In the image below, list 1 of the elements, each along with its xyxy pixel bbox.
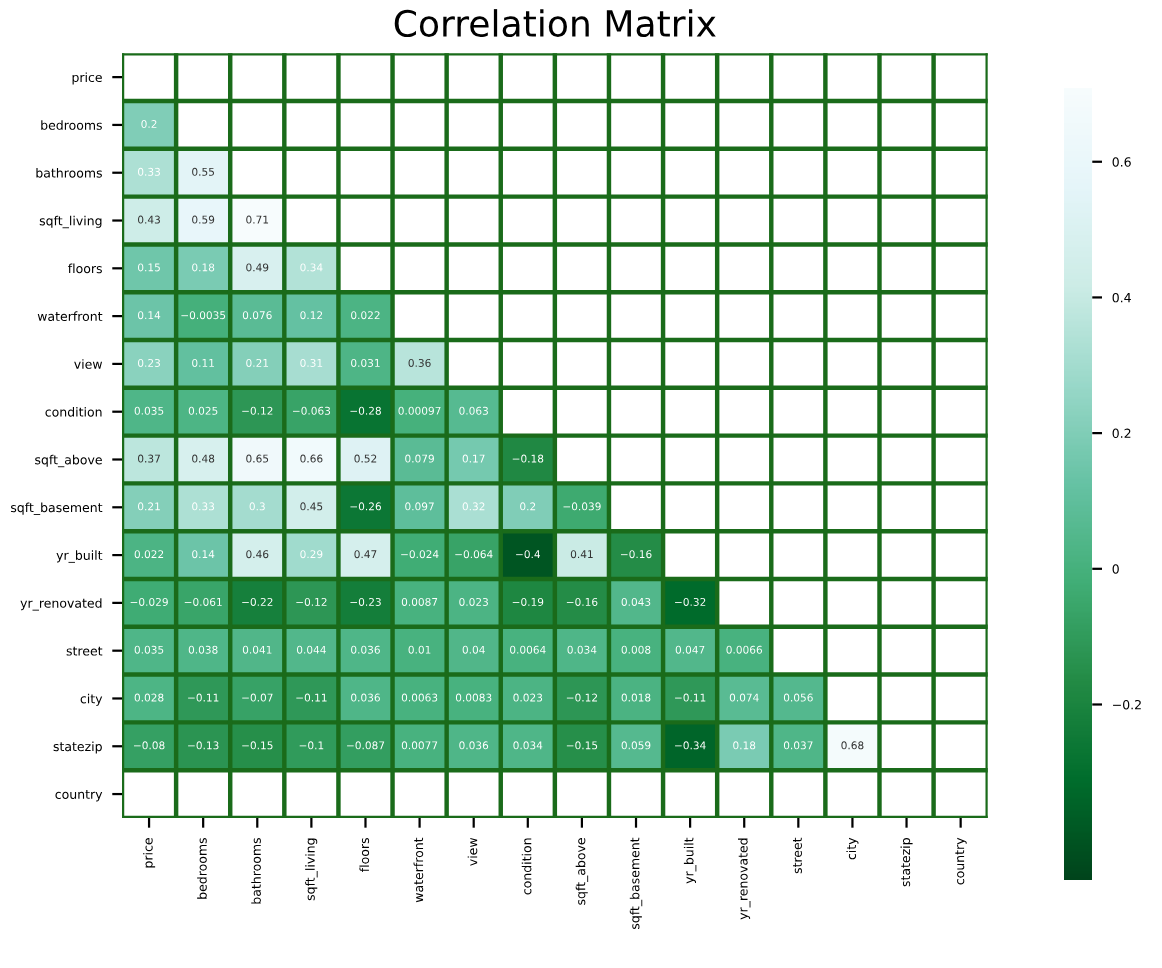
chart-title: Correlation Matrix — [394, 9, 716, 38]
